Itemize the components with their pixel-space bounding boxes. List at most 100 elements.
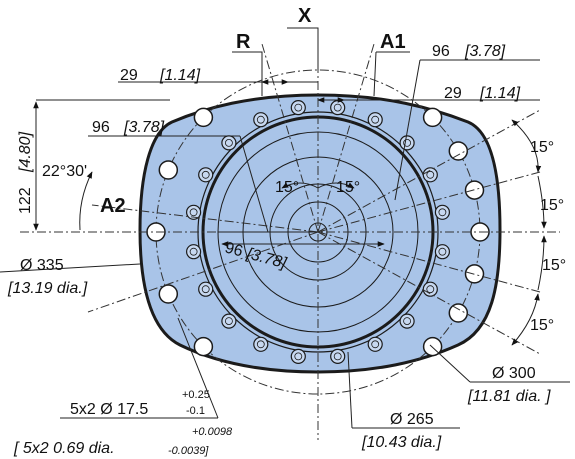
radial-line-right-bottom (317, 231, 541, 355)
dim-96-top-leader (394, 59, 421, 201)
hex-bolt-head (438, 247, 447, 256)
hex-bolt (399, 135, 415, 151)
mounting-hole (158, 160, 179, 180)
dim-29-right-in: [1.14] (479, 85, 521, 102)
mounting-hole (464, 264, 485, 284)
radial-line-a1 (317, 43, 375, 233)
radial-line-right-2 (317, 171, 541, 233)
hex-bolt-head (224, 317, 233, 326)
hex-bolt-head (224, 138, 233, 147)
dim-96-top: 96 (432, 43, 450, 60)
angle-15-left-arc (281, 182, 319, 189)
dim-96-left: 96 (92, 119, 110, 136)
mounting-hole (464, 180, 485, 200)
hex-bolt-head (256, 340, 265, 349)
dim-122: 122 (17, 187, 34, 214)
hex-bolt-head (403, 317, 412, 326)
hex-bolt (434, 244, 450, 260)
mounting-hole (448, 141, 469, 161)
label-a2: A2 (100, 195, 126, 217)
angle-22: 22°30' (42, 163, 87, 180)
dim-29-right: 29 (444, 85, 462, 102)
hex-bolt-head (201, 170, 210, 179)
dia300-leader (429, 344, 471, 383)
angle-r4: 15° (530, 317, 554, 334)
radial-line-right-top (317, 109, 541, 233)
hex-bolt (253, 336, 269, 352)
hex-bolt-head (294, 352, 303, 361)
bolt-in-tol-down: -0.0039] (168, 445, 209, 457)
label-x: X (298, 5, 312, 27)
hex-bolt-head (371, 340, 380, 349)
hex-bolt-head (189, 247, 198, 256)
mounting-hole (158, 284, 179, 304)
bolt-in-tol-up: +0.0098 (192, 426, 233, 438)
hex-bolt-head (371, 115, 380, 124)
dim-96-left-in: [3.78] (123, 119, 165, 136)
hex-bolt-head (403, 138, 412, 147)
bolt-spec: 5x2 Ø 17.5 (70, 401, 148, 418)
angle-arc-r3 (537, 235, 547, 291)
angle-arc-r2 (537, 175, 547, 229)
label-r: R (236, 31, 251, 53)
hex-bolt-head (256, 115, 265, 124)
hex-bolt (422, 281, 438, 297)
dia335-leader (0, 263, 141, 273)
dim-29-left-in: [1.14] (159, 67, 201, 84)
hex-bolt-head (426, 170, 435, 179)
hex-bolt (253, 112, 269, 128)
mounting-hole (422, 107, 443, 128)
dim-122-in: [4.80] (17, 131, 34, 173)
radial-line-a2 (91, 204, 319, 233)
dia265: Ø 265 (390, 411, 434, 428)
hex-bolt (290, 99, 306, 116)
dia265-leader (347, 351, 353, 429)
hex-bolt (186, 204, 202, 220)
hex-bolt (290, 348, 306, 364)
angle-15-right: 15° (336, 179, 360, 196)
hex-bolt-head (201, 285, 210, 294)
mounting-hole (193, 107, 214, 128)
hex-bolt-head (438, 208, 447, 217)
dia265-in: [10.43 dia.] (361, 434, 442, 451)
dim-29-left: 29 (120, 67, 138, 84)
angle-15-right-arc (317, 182, 355, 189)
hex-bolt (198, 167, 214, 183)
bolt-in: [ 5x2 0.69 dia. (13, 440, 115, 457)
hex-bolt (367, 112, 383, 128)
hex-bolt (330, 348, 346, 364)
hex-bolt (186, 244, 202, 260)
dia300-in: [11.81 dia. ] (467, 388, 551, 405)
dim-96-top-in: [3.78] (464, 43, 506, 60)
hex-bolt (221, 313, 237, 329)
angle-22-arc (79, 171, 93, 231)
hex-bolt (330, 99, 346, 116)
hex-bolt (198, 281, 214, 297)
section-r-marker (232, 51, 263, 96)
hex-bolt-head (294, 103, 303, 112)
hex-bolt-head (426, 285, 435, 294)
dia335: Ø 335 (20, 257, 64, 274)
angle-r3: 15° (542, 257, 566, 274)
hex-bolt (367, 336, 383, 352)
mounting-hole (448, 303, 469, 323)
hex-bolt-head (333, 352, 342, 361)
angle-r1: 15° (530, 139, 554, 156)
hex-bolt (221, 135, 237, 151)
bolt-leader (177, 317, 219, 419)
angle-15-left: 15° (275, 179, 299, 196)
dim-96-left-leader (239, 135, 269, 233)
hex-bolts (186, 99, 450, 364)
dim-96-center: 96 (223, 239, 245, 260)
dia335-in: [13.19 dia.] (7, 280, 88, 297)
bolt-tol-down: -0.1 (186, 405, 205, 417)
hex-bolt (422, 167, 438, 183)
mounting-hole (193, 336, 214, 357)
bolt-tol-up: +0.25 (182, 389, 210, 401)
hex-bolt (399, 313, 415, 329)
angle-arc-r4 (511, 293, 540, 346)
label-a1: A1 (380, 31, 406, 53)
angle-r2: 15° (540, 197, 564, 214)
